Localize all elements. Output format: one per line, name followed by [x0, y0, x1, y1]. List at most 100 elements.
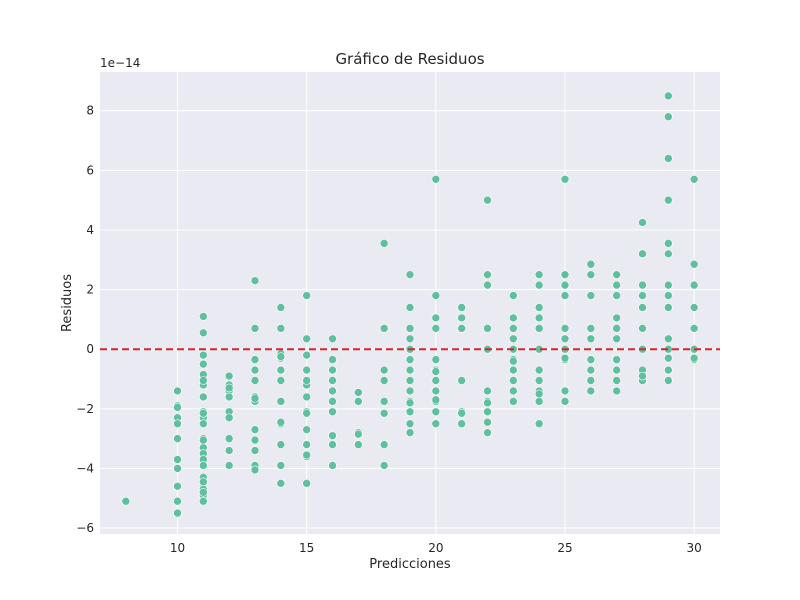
- data-point: [612, 313, 621, 323]
- data-point: [379, 324, 389, 333]
- data-point: [224, 446, 234, 455]
- data-point: [664, 291, 673, 300]
- data-point: [173, 496, 182, 506]
- data-point: [250, 355, 260, 364]
- data-point: [173, 455, 182, 464]
- data-point: [276, 397, 286, 406]
- data-point: [612, 280, 621, 290]
- data-point: [302, 392, 311, 402]
- data-point: [586, 291, 596, 300]
- data-point: [457, 324, 466, 333]
- data-point: [405, 428, 415, 437]
- data-point: [689, 353, 699, 363]
- data-point: [224, 413, 234, 423]
- data-point: [431, 395, 441, 405]
- data-point: [431, 419, 441, 429]
- data-point: [534, 303, 544, 312]
- data-point: [612, 355, 621, 364]
- data-point: [534, 324, 544, 333]
- y-tick-label: 8: [86, 104, 94, 118]
- data-point: [560, 386, 570, 396]
- y-tick-label: 0: [86, 342, 94, 356]
- y-tick-label: −4: [76, 461, 94, 475]
- data-point: [586, 259, 596, 269]
- data-point: [509, 313, 518, 323]
- data-point: [612, 291, 621, 300]
- data-point: [354, 440, 363, 449]
- data-point: [457, 313, 466, 323]
- data-point: [276, 365, 286, 375]
- data-point: [586, 355, 596, 364]
- data-point: [483, 407, 492, 417]
- data-point: [638, 280, 647, 290]
- data-point: [586, 334, 596, 344]
- data-point: [199, 477, 208, 487]
- data-point: [586, 386, 596, 396]
- data-point: [302, 450, 311, 460]
- y-tick-label: 4: [86, 223, 94, 237]
- x-tick-label: 15: [299, 541, 314, 555]
- data-point: [664, 353, 673, 363]
- data-point: [328, 461, 337, 470]
- data-point: [534, 419, 544, 429]
- data-point: [560, 280, 570, 290]
- data-point: [379, 408, 389, 418]
- data-point: [509, 324, 518, 333]
- data-point: [405, 365, 415, 375]
- data-point: [199, 487, 208, 497]
- data-point: [483, 398, 492, 408]
- data-point: [509, 356, 518, 366]
- data-point: [509, 334, 518, 344]
- data-point: [250, 465, 260, 475]
- data-point: [664, 303, 673, 312]
- data-point: [534, 313, 544, 323]
- data-point: [250, 376, 260, 385]
- data-point: [276, 376, 286, 385]
- data-point: [328, 376, 337, 385]
- data-point: [534, 376, 544, 385]
- data-point: [224, 392, 234, 402]
- data-point: [534, 397, 544, 406]
- data-point: [276, 417, 286, 427]
- data-point: [250, 276, 260, 285]
- data-point: [250, 425, 260, 434]
- data-point: [560, 353, 570, 363]
- data-point: [457, 408, 466, 418]
- data-point: [276, 303, 286, 312]
- data-point: [638, 291, 647, 300]
- y-axis-ticks: −6 −4 −2 0 2 4 6 8: [76, 104, 94, 535]
- data-point: [509, 376, 518, 385]
- data-point: [199, 376, 208, 385]
- data-point: [173, 464, 182, 473]
- x-tick-label: 20: [428, 541, 443, 555]
- data-point: [405, 376, 415, 385]
- data-point: [379, 365, 389, 375]
- data-point: [483, 324, 492, 333]
- data-point: [405, 355, 415, 364]
- data-point: [224, 371, 234, 381]
- data-point: [173, 482, 182, 491]
- data-point: [276, 324, 286, 333]
- y-tick-label: 2: [86, 283, 94, 297]
- data-point: [612, 324, 621, 333]
- data-point: [664, 239, 673, 248]
- data-point: [302, 425, 311, 434]
- data-point: [199, 328, 208, 338]
- data-point: [431, 355, 441, 364]
- data-point: [689, 259, 699, 269]
- x-axis-label: Predicciones: [369, 557, 451, 572]
- data-point: [638, 218, 647, 227]
- data-point: [121, 496, 131, 506]
- data-point: [328, 365, 337, 375]
- data-point: [199, 435, 208, 445]
- data-point: [199, 392, 208, 402]
- grid-lines: [100, 72, 720, 534]
- data-point: [379, 461, 389, 470]
- data-point: [534, 365, 544, 375]
- data-point: [405, 386, 415, 396]
- data-point: [199, 350, 208, 360]
- x-tick-label: 25: [557, 541, 572, 555]
- data-point: [664, 334, 673, 344]
- data-point: [173, 419, 182, 429]
